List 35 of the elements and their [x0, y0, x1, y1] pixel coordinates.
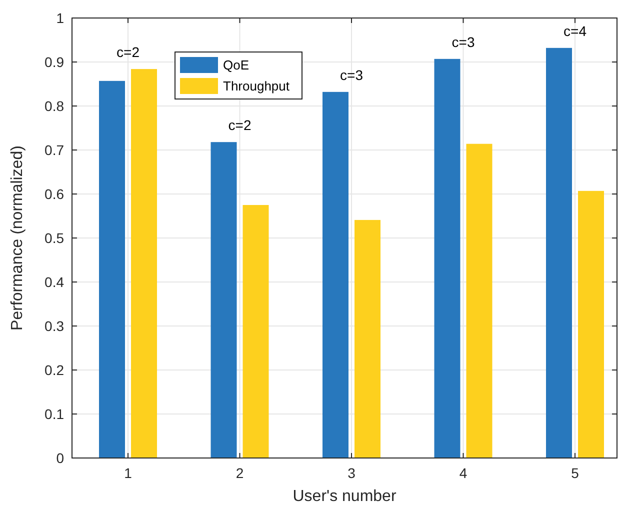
x-tick-label: 3: [348, 465, 356, 481]
bar: [354, 220, 380, 458]
annotation: c=2: [116, 44, 140, 60]
y-tick-label: 0.9: [44, 54, 64, 70]
y-tick-label: 0.4: [44, 274, 64, 290]
x-axis-title: User's number: [292, 488, 397, 505]
y-tick-label: 0.8: [44, 98, 64, 114]
annotation: c=4: [564, 22, 587, 39]
annotation: c=3: [340, 66, 364, 83]
bar: [210, 142, 237, 458]
bar: [99, 80, 125, 458]
x-tick-label: 4: [459, 465, 468, 481]
annotation: c=3: [452, 34, 475, 50]
bar: [546, 48, 572, 458]
legend-label: Throughput: [223, 78, 290, 94]
legend-label: QoE: [223, 58, 250, 73]
x-tick-label: 5: [571, 465, 580, 481]
y-tick-label: 0.7: [44, 142, 64, 158]
y-axis-title: Performance (normalized): [9, 146, 26, 330]
y-tick-label: 0.2: [44, 362, 64, 378]
bar: [466, 144, 492, 458]
y-tick-label: 1: [56, 10, 64, 26]
x-tick-label: 1: [124, 465, 132, 481]
bar: [578, 190, 604, 458]
x-tick-label: 2: [236, 465, 244, 481]
bar: [322, 92, 348, 458]
y-tick-label: 0.3: [44, 318, 64, 334]
annotation: c=2: [228, 117, 252, 134]
y-tick-label: 0.6: [44, 186, 64, 202]
y-tick-label: 0: [56, 450, 64, 466]
y-tick-label: 0.1: [44, 406, 64, 422]
bar: [434, 58, 460, 458]
bar: [131, 69, 157, 458]
y-tick-label: 0.5: [44, 230, 64, 246]
bar: [242, 205, 269, 458]
